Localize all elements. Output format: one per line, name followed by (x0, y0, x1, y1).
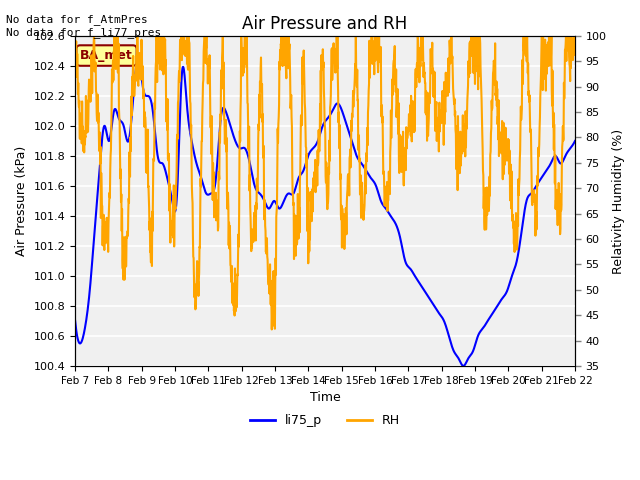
X-axis label: Time: Time (310, 391, 340, 404)
Text: No data for f_AtmPres
No data for f_li77_pres: No data for f_AtmPres No data for f_li77… (6, 14, 162, 38)
Legend: li75_p, RH: li75_p, RH (245, 409, 405, 432)
Title: Air Pressure and RH: Air Pressure and RH (243, 15, 408, 33)
Text: BA_met: BA_met (80, 49, 133, 62)
Y-axis label: Relativity Humidity (%): Relativity Humidity (%) (612, 128, 625, 274)
Y-axis label: Air Pressure (kPa): Air Pressure (kPa) (15, 146, 28, 256)
